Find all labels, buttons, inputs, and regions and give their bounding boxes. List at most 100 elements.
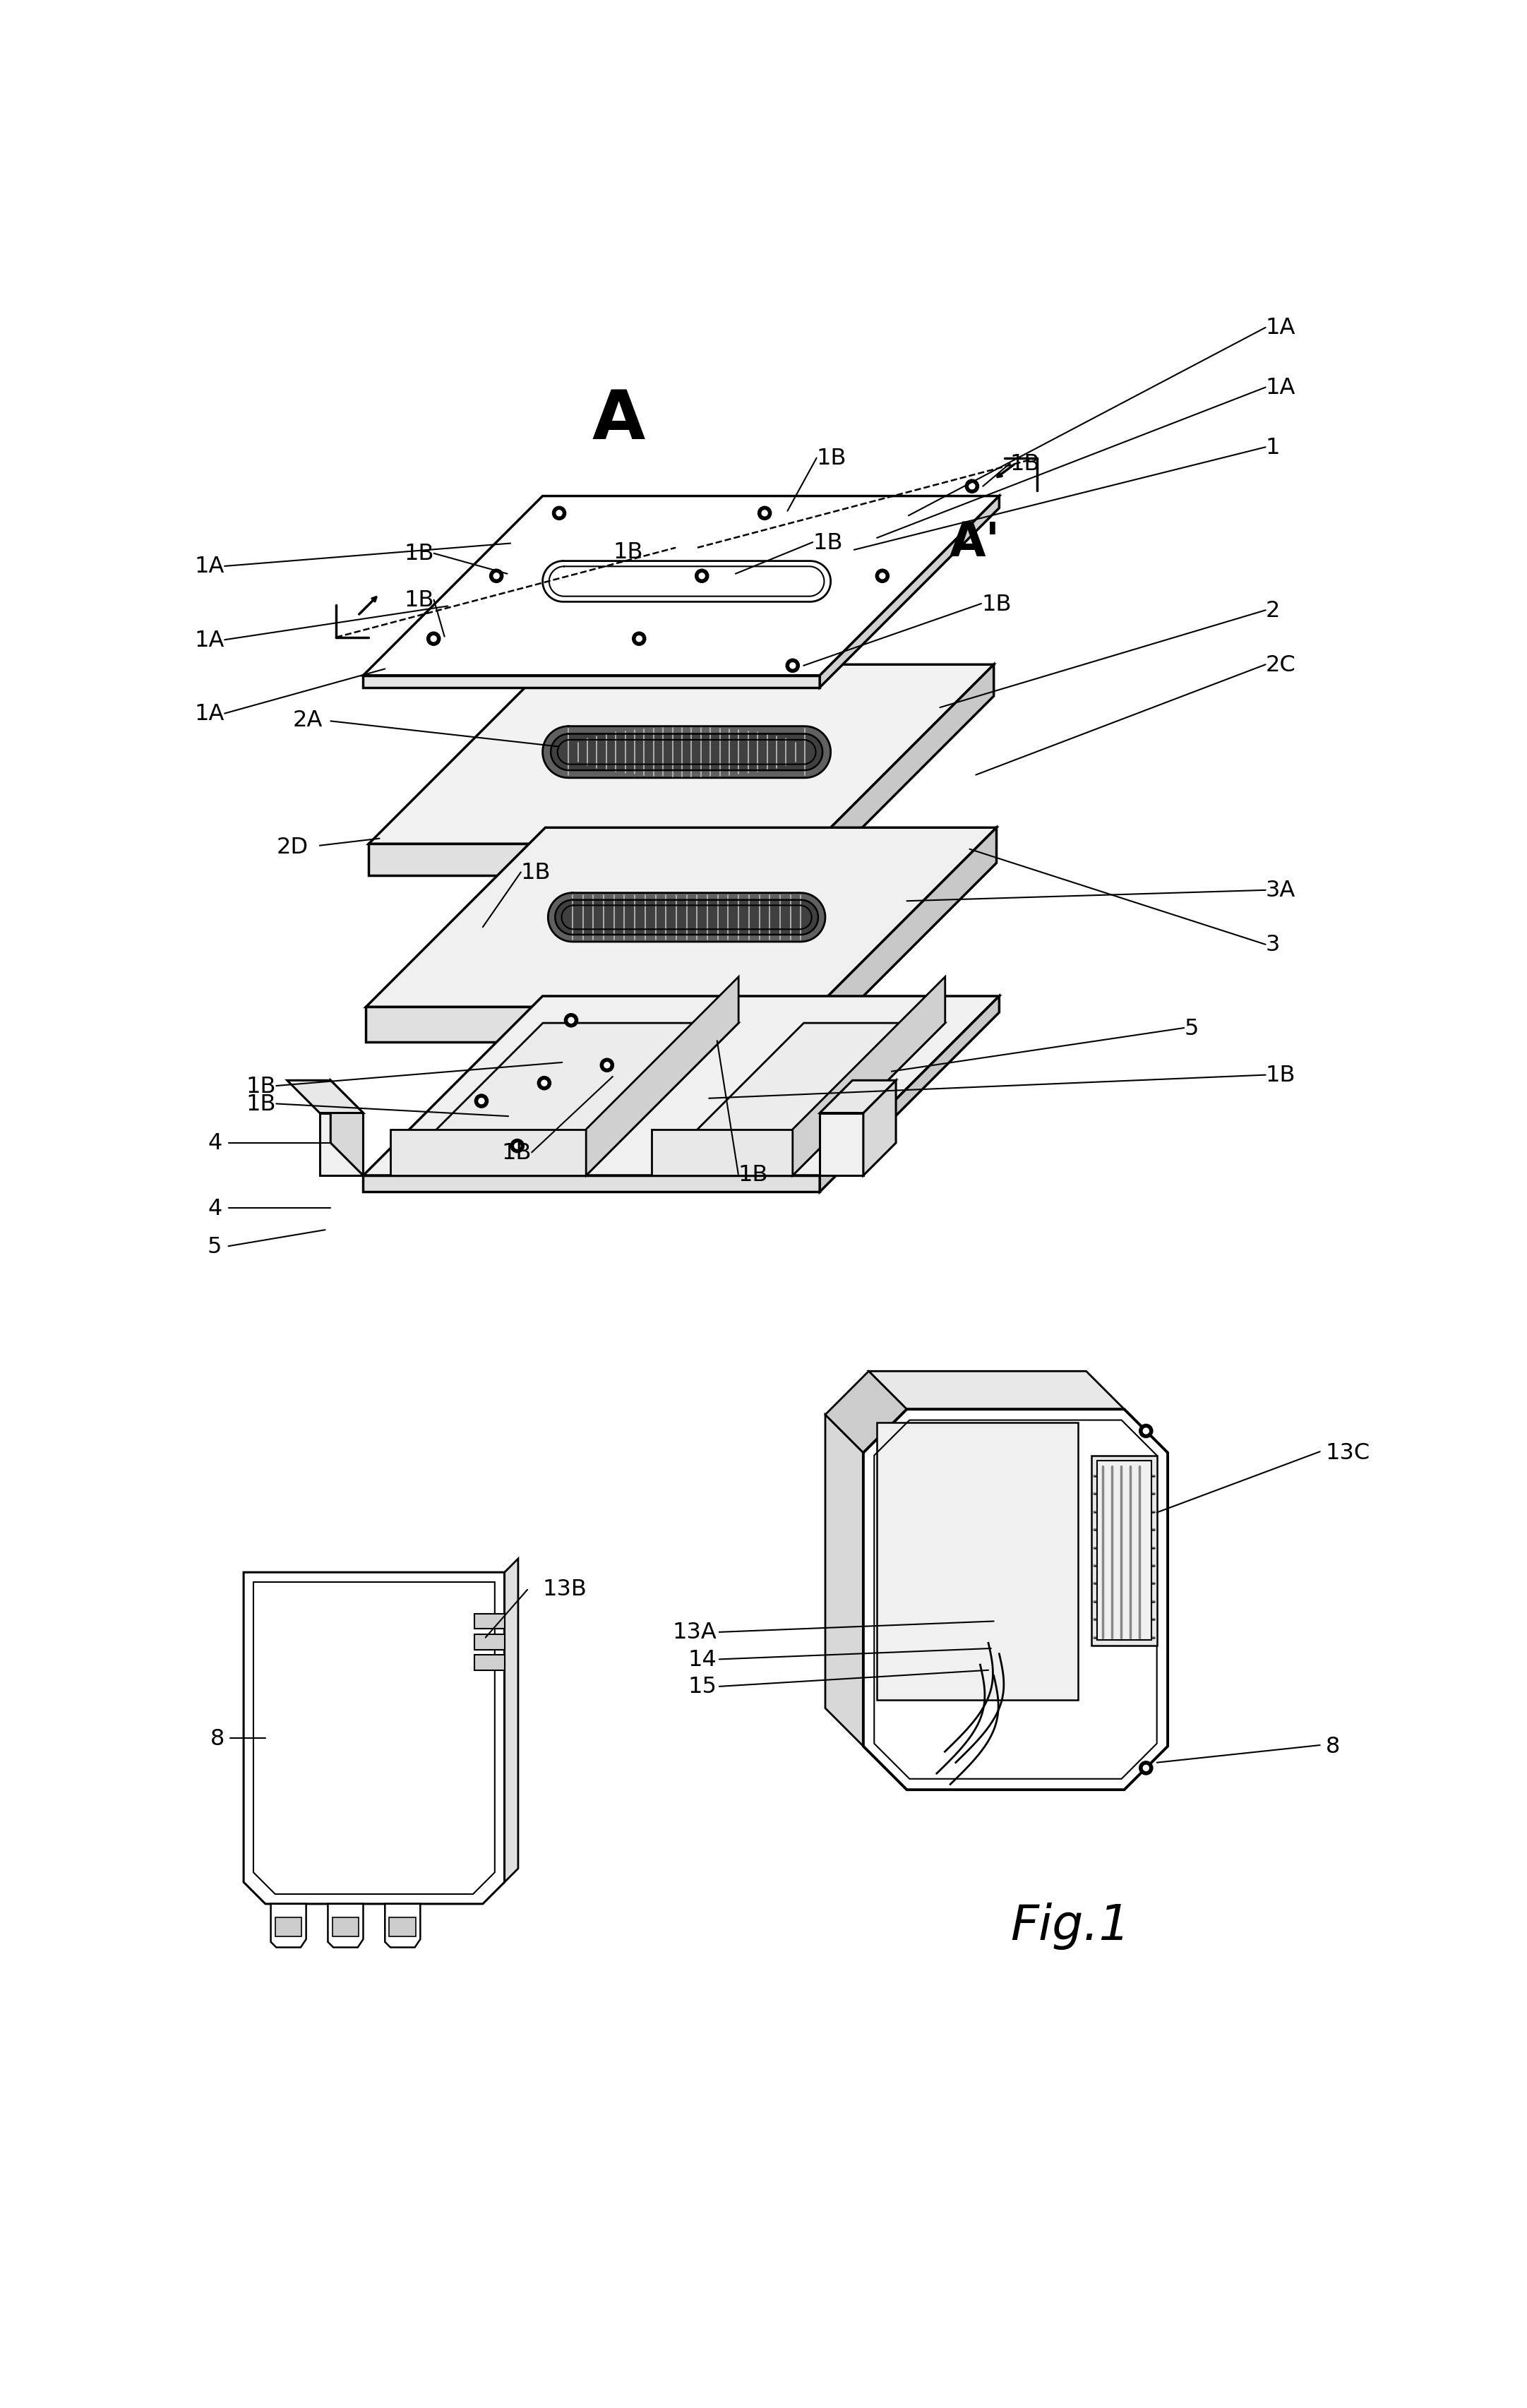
Polygon shape [366,1007,817,1043]
Text: 14: 14 [687,1649,716,1671]
Text: 1B: 1B [521,862,551,884]
Polygon shape [391,1129,586,1175]
Circle shape [1142,1428,1150,1435]
Circle shape [695,571,709,583]
Polygon shape [391,1023,739,1175]
Polygon shape [652,1023,945,1175]
Text: 1B: 1B [403,590,434,612]
Polygon shape [825,1373,907,1452]
Text: 13C: 13C [1325,1442,1370,1464]
Text: 2D: 2D [276,836,308,857]
Text: 1B: 1B [246,1093,276,1115]
Polygon shape [551,734,823,771]
Text: 4: 4 [208,1197,221,1218]
Circle shape [878,573,886,580]
Text: 1B: 1B [403,542,434,566]
Circle shape [538,1076,551,1091]
Circle shape [541,1079,548,1088]
Polygon shape [330,1081,363,1175]
Circle shape [789,662,797,669]
Circle shape [757,508,771,520]
Polygon shape [1092,1457,1157,1647]
Polygon shape [542,561,831,602]
Polygon shape [1096,1462,1151,1640]
Text: 3A: 3A [1266,879,1295,901]
Circle shape [635,636,643,643]
Polygon shape [368,845,814,877]
Polygon shape [475,1635,504,1649]
Text: 1B: 1B [812,532,843,554]
Polygon shape [368,665,994,845]
Polygon shape [333,1917,359,1936]
Polygon shape [270,1905,305,1948]
Polygon shape [652,1129,793,1175]
Polygon shape [863,1081,896,1175]
Polygon shape [820,1112,863,1175]
Text: 1A: 1A [1266,378,1295,400]
Text: 1B: 1B [502,1141,531,1163]
Text: 8: 8 [211,1727,224,1748]
Polygon shape [328,1905,363,1948]
Polygon shape [244,1572,504,1905]
Circle shape [1139,1763,1153,1775]
Circle shape [428,633,440,645]
Polygon shape [389,1917,415,1936]
Circle shape [490,571,502,583]
Circle shape [553,508,565,520]
Polygon shape [385,1905,420,1948]
Polygon shape [820,997,999,1192]
Circle shape [603,1062,611,1069]
Text: 1B: 1B [982,592,1011,614]
Text: 5: 5 [208,1235,221,1257]
Circle shape [698,573,705,580]
Text: 1A: 1A [194,628,224,650]
Polygon shape [793,978,945,1175]
Circle shape [478,1098,486,1105]
Circle shape [632,633,646,645]
Text: 3: 3 [1266,934,1280,956]
Circle shape [565,1014,577,1028]
Polygon shape [548,893,825,942]
Circle shape [1139,1426,1153,1438]
Polygon shape [556,901,818,934]
Text: 1B: 1B [246,1076,276,1098]
Polygon shape [475,1654,504,1671]
Text: 1B: 1B [817,448,846,470]
Text: 1A: 1A [1266,318,1295,340]
Text: A: A [592,388,646,453]
Text: 1B: 1B [738,1163,768,1185]
Polygon shape [363,997,999,1175]
Polygon shape [586,978,739,1175]
Text: A': A' [948,520,1000,566]
Circle shape [429,636,437,643]
Circle shape [760,510,768,518]
Polygon shape [319,1112,363,1175]
Text: 8: 8 [1325,1736,1339,1758]
Circle shape [556,510,563,518]
Circle shape [475,1096,489,1108]
Text: 2C: 2C [1266,655,1296,677]
Circle shape [968,484,976,491]
Text: 1: 1 [1266,436,1280,458]
Circle shape [600,1060,614,1072]
Polygon shape [817,828,997,1043]
Text: 2A: 2A [293,710,322,732]
Text: Fig.1: Fig.1 [1009,1902,1130,1950]
Polygon shape [363,677,820,689]
Polygon shape [869,1373,1124,1409]
Text: 1A: 1A [194,703,224,725]
Polygon shape [825,1416,863,1746]
Polygon shape [863,1409,1168,1789]
Polygon shape [542,727,831,778]
Circle shape [513,1141,521,1151]
Polygon shape [504,1558,518,1883]
Text: 13A: 13A [672,1621,716,1642]
Polygon shape [475,1613,504,1630]
Polygon shape [820,496,999,689]
Polygon shape [363,1175,820,1192]
Text: 1B: 1B [614,542,643,563]
Polygon shape [366,828,997,1007]
Text: 1B: 1B [1009,453,1040,474]
Polygon shape [363,496,999,677]
Circle shape [786,660,799,672]
